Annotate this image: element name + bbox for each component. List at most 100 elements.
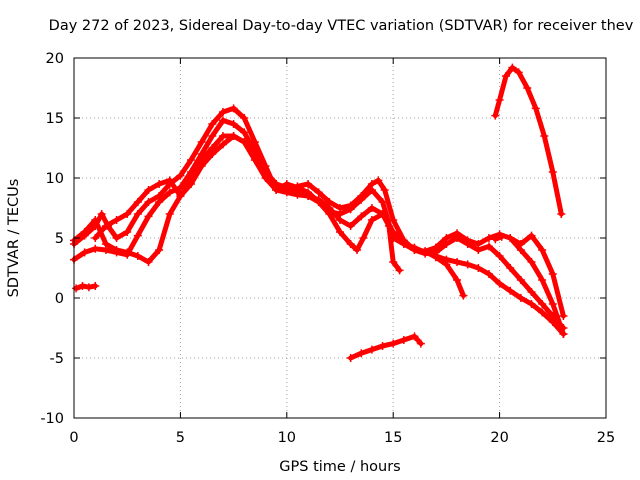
- data-point: [540, 132, 549, 140]
- data-point: [484, 242, 493, 251]
- data-point: [155, 180, 164, 188]
- data-point: [395, 266, 404, 275]
- data-point: [484, 270, 493, 278]
- data-series-track-7: [506, 231, 568, 320]
- data-point: [389, 339, 398, 348]
- data-point: [527, 231, 536, 240]
- data-point: [431, 253, 440, 262]
- data-point: [416, 339, 425, 348]
- y-tick-label: 10: [46, 171, 64, 187]
- data-point: [165, 210, 174, 218]
- data-point: [123, 228, 132, 236]
- data-point: [144, 186, 153, 194]
- data-point: [293, 183, 302, 192]
- data-point: [218, 132, 227, 140]
- data-point: [531, 104, 540, 113]
- data-point: [123, 248, 132, 257]
- data-point: [133, 252, 142, 260]
- data-point: [516, 294, 525, 302]
- y-tick-label: 20: [46, 51, 64, 67]
- data-point: [101, 222, 110, 230]
- data-series-track-3: [70, 132, 568, 332]
- data-point: [78, 282, 87, 290]
- data-series-track-9: [346, 332, 425, 362]
- data-point: [97, 210, 106, 218]
- y-tick-label: 5: [55, 231, 64, 247]
- data-point: [165, 176, 174, 185]
- data-point: [497, 232, 506, 241]
- data-point: [495, 96, 504, 104]
- data-point: [389, 216, 398, 224]
- data-point: [91, 216, 100, 224]
- data-point: [380, 186, 389, 194]
- data-point: [378, 198, 387, 206]
- data-point: [453, 276, 462, 284]
- data-point: [176, 192, 185, 200]
- x-tick-label: 25: [597, 430, 615, 446]
- x-tick-label: 15: [384, 430, 402, 446]
- data-point: [474, 264, 483, 272]
- series-trace: [507, 233, 566, 319]
- data-point: [240, 114, 249, 122]
- data-point: [144, 212, 153, 221]
- data-point: [80, 228, 89, 236]
- data-point: [516, 240, 525, 248]
- data-point: [229, 132, 238, 140]
- data-point: [197, 138, 206, 146]
- data-point: [346, 240, 355, 248]
- data-point: [80, 248, 89, 257]
- data-point: [399, 240, 408, 248]
- data-point: [357, 212, 366, 221]
- data-point: [144, 258, 153, 266]
- data-point: [176, 171, 185, 180]
- data-point: [527, 288, 536, 296]
- data-point: [384, 222, 393, 230]
- data-point: [155, 192, 164, 200]
- data-point: [453, 234, 462, 242]
- chart-title: Day 272 of 2023, Sidereal Day-to-day VTE…: [49, 18, 634, 34]
- y-tick-label: -10: [40, 411, 64, 427]
- data-series-track-1: [70, 116, 568, 338]
- x-tick-label: 10: [278, 430, 296, 446]
- data-point: [559, 324, 568, 332]
- data-point: [346, 222, 355, 230]
- data-point: [229, 120, 238, 128]
- data-point: [133, 198, 142, 206]
- data-series-track-6: [421, 247, 468, 300]
- data-point: [314, 188, 323, 197]
- data-point: [72, 284, 81, 293]
- data-point: [367, 186, 376, 194]
- data-point: [240, 138, 249, 146]
- data-point: [314, 198, 323, 206]
- data-point: [527, 300, 536, 308]
- data-point: [336, 216, 344, 224]
- data-point: [346, 205, 355, 214]
- data-point: [474, 246, 483, 254]
- data-marks: [70, 63, 568, 362]
- data-point: [250, 156, 259, 164]
- data-point: [208, 150, 217, 158]
- data-point: [250, 138, 259, 146]
- series-trace: [492, 65, 564, 217]
- data-point: [495, 252, 504, 260]
- data-point: [442, 240, 451, 248]
- data-point: [91, 234, 100, 242]
- data-point: [516, 276, 525, 284]
- data-point: [501, 72, 510, 80]
- y-tick-label: 0: [55, 291, 64, 307]
- data-point: [197, 162, 206, 170]
- data-point: [304, 180, 313, 188]
- data-point: [491, 235, 500, 244]
- x-axis: 0 5 10 15 20 25: [69, 58, 615, 446]
- data-point: [367, 204, 376, 212]
- data-point: [399, 336, 408, 344]
- data-point: [495, 279, 504, 288]
- data-point: [538, 276, 547, 284]
- data-point: [187, 180, 196, 188]
- data-point: [463, 260, 472, 269]
- data-point: [548, 168, 557, 176]
- data-point: [378, 210, 387, 218]
- data-point: [523, 84, 532, 92]
- data-point: [240, 128, 249, 137]
- data-point: [442, 260, 451, 269]
